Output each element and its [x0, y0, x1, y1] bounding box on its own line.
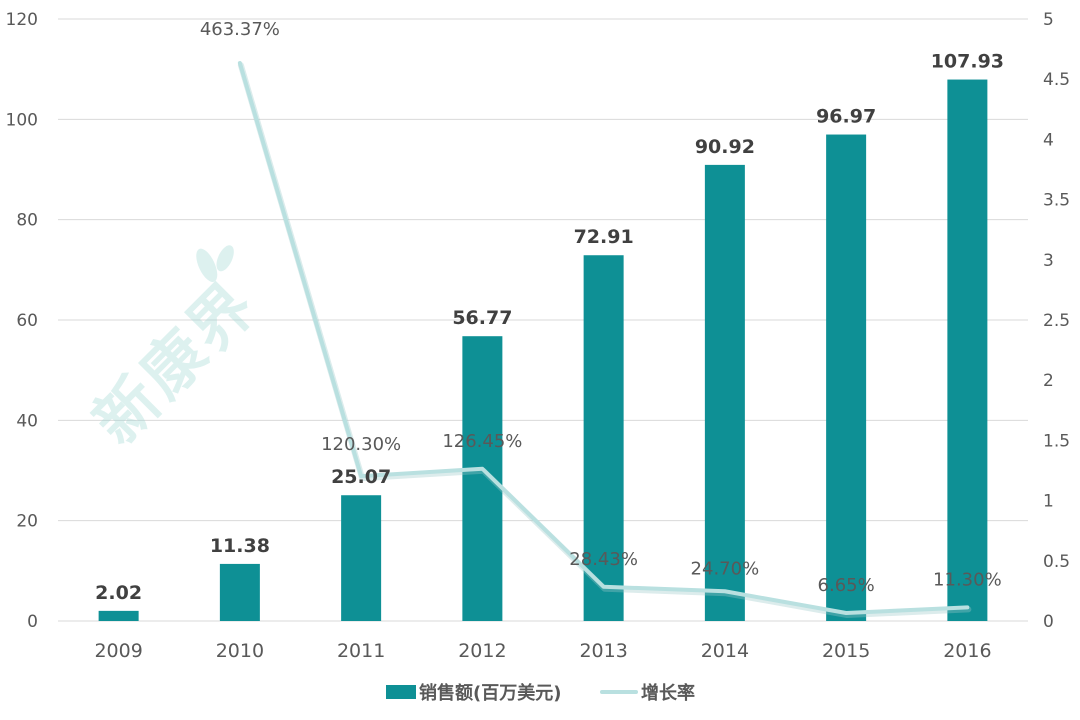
y2-tick-label: 2	[1043, 371, 1054, 391]
bar	[826, 134, 867, 622]
line-value-label: 28.43%	[569, 549, 638, 570]
y-tick-label: 120	[6, 10, 38, 30]
x-tick-label: 2014	[701, 640, 749, 662]
bar-value-label: 107.93	[931, 51, 1004, 73]
x-tick-label: 2015	[822, 640, 870, 662]
x-tick-label: 2016	[943, 640, 991, 662]
y2-tick-label: 4	[1043, 130, 1054, 150]
y2-tick-label: 0	[1043, 612, 1054, 632]
y2-tick-label: 4.5	[1043, 70, 1070, 90]
y2-tick-label: 1	[1043, 492, 1054, 512]
line-value-label: 463.37%	[200, 19, 280, 40]
y-tick-label: 40	[16, 411, 38, 431]
legend-swatch-bar	[386, 685, 416, 699]
bar-value-label: 56.77	[452, 307, 512, 329]
bar-data-labels: 2.02 11.38 25.07 56.77 72.91 90.92 96.97 107.93	[95, 51, 1004, 604]
gridlines	[58, 18, 1028, 622]
y-axis-left: 0 20 40 60 80 100 120	[6, 10, 38, 632]
bar	[704, 164, 745, 621]
y2-tick-label: 2.5	[1043, 311, 1070, 331]
x-tick-label: 2013	[579, 640, 627, 662]
bar-value-label: 96.97	[816, 106, 876, 128]
y2-tick-label: 3	[1043, 251, 1054, 271]
y2-tick-label: 5	[1043, 10, 1054, 30]
y-tick-label: 20	[16, 512, 38, 532]
y2-tick-label: 3.5	[1043, 191, 1070, 211]
y-tick-label: 100	[6, 110, 38, 130]
watermark-logo: 新康界	[79, 245, 271, 459]
bar	[341, 495, 382, 621]
y2-tick-label: 1.5	[1043, 431, 1070, 451]
legend: 销售额(百万美元) 增长率	[386, 682, 695, 704]
line-series	[237, 61, 972, 618]
y-tick-label: 80	[16, 211, 38, 231]
growth-line	[237, 61, 970, 615]
bar-value-label: 11.38	[210, 535, 270, 557]
bar-value-label: 90.92	[695, 136, 755, 158]
x-tick-label: 2009	[94, 640, 142, 662]
line-value-label: 6.65%	[818, 575, 875, 596]
bar	[583, 255, 624, 621]
bar-value-label: 72.91	[574, 226, 634, 248]
bar	[98, 610, 139, 621]
x-tick-label: 2012	[458, 640, 506, 662]
line-value-label: 120.30%	[321, 434, 401, 455]
x-axis: 2009 2010 2011 2012 2013 2014 2015 2016	[94, 640, 991, 662]
legend-label-sales: 销售额(百万美元)	[419, 682, 561, 704]
x-tick-label: 2011	[337, 640, 385, 662]
x-tick-label: 2010	[216, 640, 264, 662]
y-tick-label: 0	[27, 612, 38, 632]
line-value-label: 126.45%	[442, 431, 522, 452]
leaf-icon	[196, 248, 218, 283]
bar	[219, 563, 260, 621]
bar	[947, 79, 988, 622]
bar-series	[98, 79, 988, 622]
bar	[462, 336, 503, 621]
leaf-icon	[216, 245, 234, 272]
bar-value-label: 25.07	[331, 466, 391, 488]
line-value-label: 11.30%	[933, 569, 1002, 590]
watermark-text: 新康界	[79, 267, 271, 459]
line-data-labels: 463.37% 120.30% 126.45% 28.43% 24.70% 6.65% 11…	[200, 19, 1002, 596]
bar-value-label: 2.02	[95, 582, 142, 604]
legend-label-growth: 增长率	[641, 682, 695, 704]
y-tick-label: 60	[16, 311, 38, 331]
y2-tick-label: 0.5	[1043, 552, 1070, 572]
y-axis-right: 0 0.5 1 1.5 2 2.5 3 3.5 4 4.5 5	[1043, 10, 1070, 632]
line-value-label: 24.70%	[691, 558, 760, 579]
